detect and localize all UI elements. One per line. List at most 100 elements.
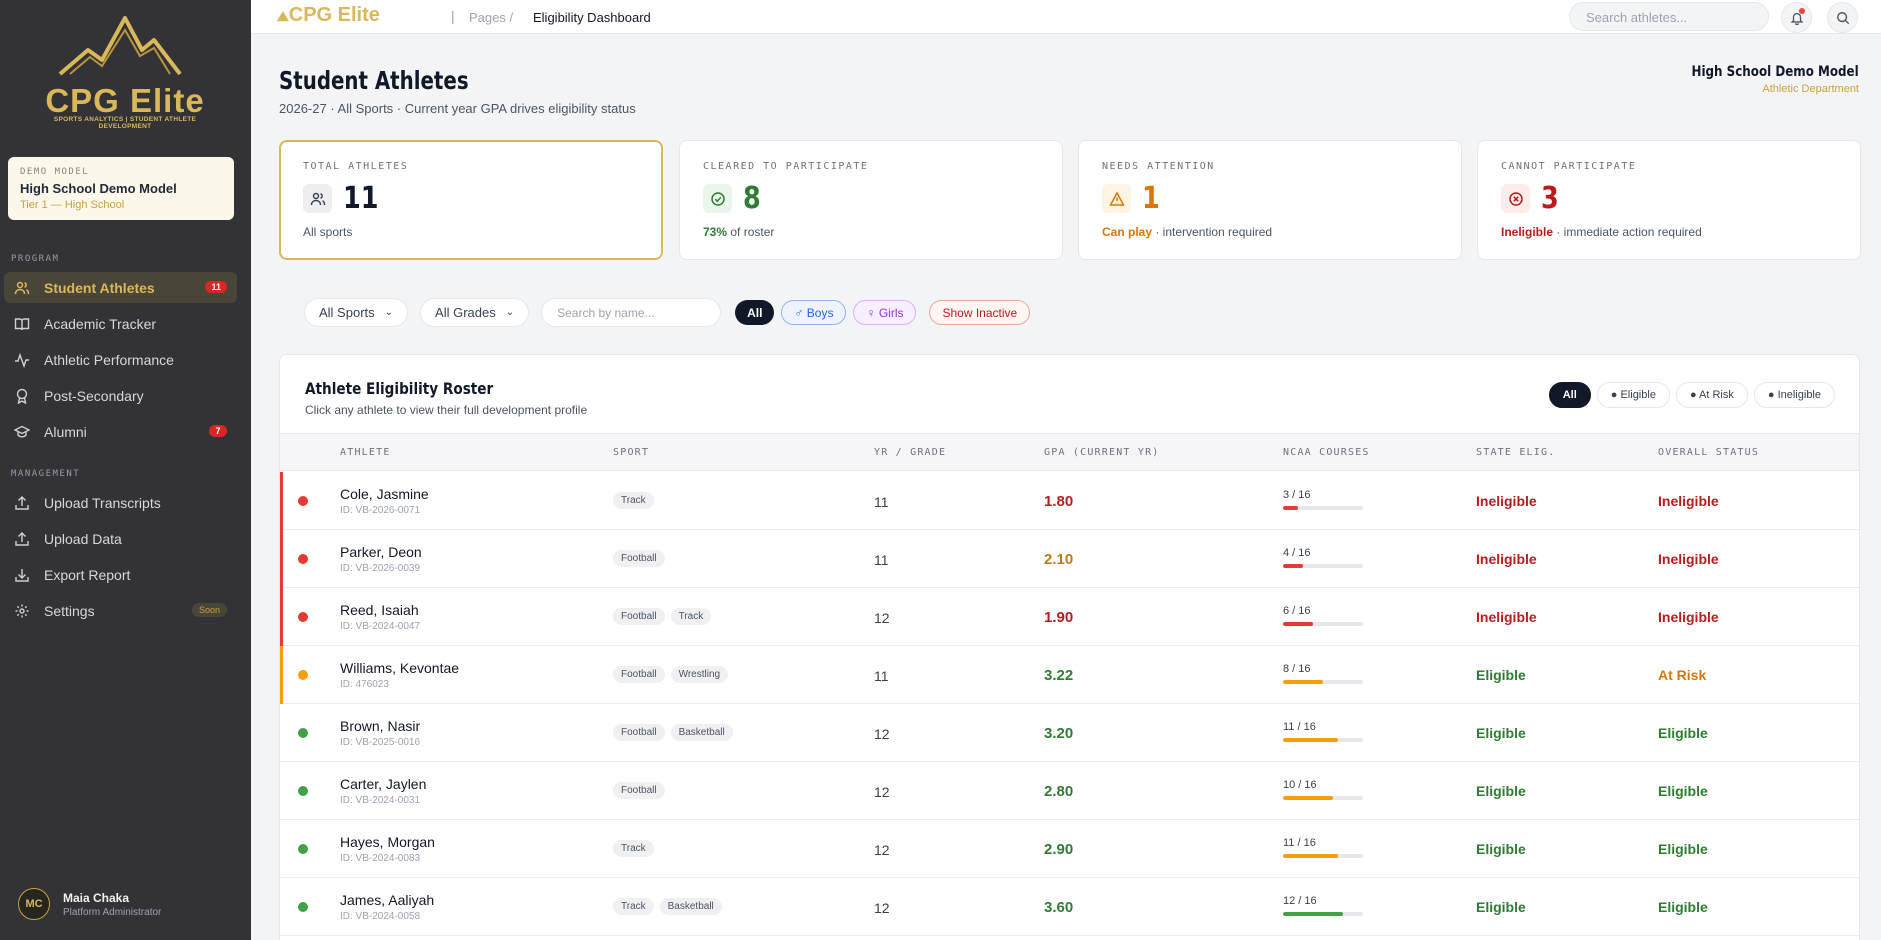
column-header[interactable]: GPA (CURRENT YR)	[1044, 447, 1160, 458]
state-eligibility-cell: Ineligible	[1476, 551, 1537, 567]
user-profile[interactable]: MC Maia Chaka Platform Administrator	[18, 888, 161, 920]
sidebar-item-upload-data[interactable]: Upload Data	[4, 523, 237, 554]
gpa-cell: 1.90	[1044, 609, 1074, 626]
athlete-search-input[interactable]: Search athletes...	[1569, 2, 1769, 31]
sidebar-item-settings[interactable]: Settings Soon	[4, 595, 237, 626]
sidebar-item-athletic-performance[interactable]: Athletic Performance	[4, 344, 237, 375]
grade-cell: 12	[874, 784, 890, 800]
gender-filter-girls[interactable]: ♀ Girls	[853, 300, 917, 325]
sidebar-item-student-athletes[interactable]: Student Athletes 11	[4, 272, 237, 303]
tab-at-risk[interactable]: ● At Risk	[1675, 382, 1748, 408]
sidebar-item-post-secondary[interactable]: Post-Secondary	[4, 380, 237, 411]
table-row[interactable]: Williams, Kevontae ID: 476023 Football Wr…	[280, 646, 1859, 704]
grade-cell: 11	[874, 668, 889, 684]
avatar: MC	[18, 888, 50, 920]
tab-all[interactable]: All	[1548, 382, 1591, 408]
gender-filter-all[interactable]: All	[735, 300, 775, 325]
gender-filter-boys[interactable]: ♂ Boys	[781, 300, 847, 325]
athlete-name[interactable]: Carter, Jaylen	[340, 776, 427, 792]
column-header[interactable]: OVERALL STATUS	[1658, 447, 1760, 458]
table-row[interactable]: James, Aaliyah ID: VB-2024-0058 Track Bas…	[280, 878, 1859, 936]
athlete-name[interactable]: Cole, Jasmine	[340, 486, 429, 502]
courses-progress-fill	[1283, 622, 1313, 626]
bell-icon	[1790, 12, 1803, 25]
sidebar-item-alumni[interactable]: Alumni 7	[4, 416, 237, 447]
grade-filter-select[interactable]: All Grades ⌄	[420, 298, 530, 327]
tab-eligible[interactable]: ● Eligible	[1596, 382, 1670, 408]
check-circle-icon	[703, 184, 732, 213]
column-header[interactable]: STATE ELIG.	[1476, 447, 1556, 458]
sidebar-item-label: Athletic Performance	[44, 351, 174, 368]
search-button[interactable]	[1827, 2, 1858, 33]
user-role: Platform Administrator	[63, 906, 162, 918]
athlete-name[interactable]: Williams, Kevontae	[340, 660, 460, 676]
sport-chip: Basketball	[670, 724, 733, 741]
state-eligibility-cell: Ineligible	[1476, 493, 1537, 509]
athlete-name[interactable]: Brown, Nasir	[340, 718, 421, 734]
stat-value: 8	[743, 181, 761, 216]
status-tabs: All ● Eligible ● At Risk ● Ineligible	[1543, 382, 1835, 408]
stat-card-total-athletes[interactable]: TOTAL ATHLETES 11 All sports	[279, 140, 663, 260]
athlete-id: ID: VB-2026-0039	[340, 563, 421, 574]
state-eligibility-cell: Eligible	[1476, 899, 1526, 915]
athlete-name[interactable]: Parker, Deon	[340, 544, 422, 560]
status-dot	[298, 496, 308, 506]
name-search-input[interactable]: Search by name...	[541, 298, 722, 327]
table-row[interactable]: Cole, Jasmine ID: VB-2026-0071 Track 11 …	[280, 472, 1859, 530]
sidebar-item-academic-tracker[interactable]: Academic Tracker	[4, 308, 237, 339]
table-row[interactable]: Parker, Deon ID: VB-2026-0039 Football 1…	[280, 530, 1859, 588]
gear-icon	[14, 603, 30, 619]
sidebar-item-export-report[interactable]: Export Report	[4, 559, 237, 590]
courses-progress-bar	[1283, 564, 1363, 568]
brand-logo[interactable]: CPG Elite SPORTS ANALYTICS | STUDENT ATH…	[30, 12, 220, 130]
show-inactive-toggle[interactable]: Show Inactive	[929, 300, 1031, 325]
logo-text: CPG Elite	[45, 82, 205, 119]
stat-subtext: 73% of roster	[703, 225, 775, 239]
table-row[interactable]: Hayes, Morgan ID: VB-2024-0083 Track 12 …	[280, 820, 1859, 878]
athlete-name[interactable]: James, Aaliyah	[340, 892, 435, 908]
table-row[interactable]: Carter, Jaylen ID: VB-2024-0031 Football…	[280, 762, 1859, 820]
table-row[interactable]: Brown, Nasir ID: VB-2025-0016 Football Ba…	[280, 704, 1859, 762]
stat-card-cannot-participate[interactable]: CANNOT PARTICIPATE 3 Ineligible · immedi…	[1477, 140, 1861, 260]
sidebar-item-label: Alumni	[44, 423, 87, 440]
sports-list: Football	[613, 782, 671, 799]
sport-chip: Football	[613, 608, 665, 625]
athlete-name[interactable]: Reed, Isaiah	[340, 602, 419, 618]
topbar-logo[interactable]: ⛰CPG Elite	[277, 4, 380, 26]
overall-status-cell: Ineligible	[1658, 493, 1719, 509]
breadcrumb-pages[interactable]: Pages /	[469, 10, 514, 25]
column-header[interactable]: NCAA COURSES	[1283, 447, 1370, 458]
sport-chip: Track	[613, 840, 654, 857]
school-name: High School Demo Model	[1691, 64, 1859, 80]
athlete-name[interactable]: Hayes, Morgan	[340, 834, 435, 850]
sidebar: CPG Elite SPORTS ANALYTICS | STUDENT ATH…	[0, 0, 251, 940]
soon-tag: Soon	[191, 603, 227, 617]
stat-card-cleared[interactable]: CLEARED TO PARTICIPATE 8 73% of roster	[679, 140, 1063, 260]
gpa-cell: 2.10	[1044, 551, 1074, 568]
status-dot	[298, 670, 308, 680]
model-tier: Tier 1 — High School	[20, 199, 125, 211]
demo-model-card[interactable]: DEMO MODEL High School Demo Model Tier 1…	[8, 157, 234, 220]
sport-filter-select[interactable]: All Sports ⌄	[304, 298, 409, 327]
table-header: ATHLETE SPORT YR / GRADE GPA (CURRENT YR…	[280, 433, 1859, 471]
stat-subtext: Can play · intervention required	[1102, 225, 1273, 239]
page-title: Student Athletes	[279, 66, 469, 95]
courses-progress-bar	[1283, 912, 1363, 916]
tab-ineligible[interactable]: ● Ineligible	[1753, 382, 1835, 408]
x-circle-icon	[1501, 184, 1530, 213]
column-header[interactable]: YR / GRADE	[874, 447, 947, 458]
sidebar-item-label: Settings	[44, 602, 95, 619]
grade-cell: 11	[874, 552, 889, 568]
sports-list: Track	[613, 492, 660, 509]
activity-icon	[14, 352, 30, 368]
table-row[interactable]: Reed, Isaiah ID: VB-2024-0047 Football Tr…	[280, 588, 1859, 646]
stat-card-needs-attention[interactable]: NEEDS ATTENTION 1 Can play · interventio…	[1078, 140, 1462, 260]
sidebar-item-upload-transcripts[interactable]: Upload Transcripts	[4, 487, 237, 518]
column-header[interactable]: SPORT	[613, 447, 650, 458]
courses-progress-fill	[1283, 912, 1343, 916]
notifications-button[interactable]	[1781, 2, 1812, 33]
courses-progress-bar	[1283, 796, 1363, 800]
model-name: High School Demo Model	[20, 181, 177, 196]
state-eligibility-cell: Eligible	[1476, 725, 1526, 741]
column-header[interactable]: ATHLETE	[340, 447, 391, 458]
